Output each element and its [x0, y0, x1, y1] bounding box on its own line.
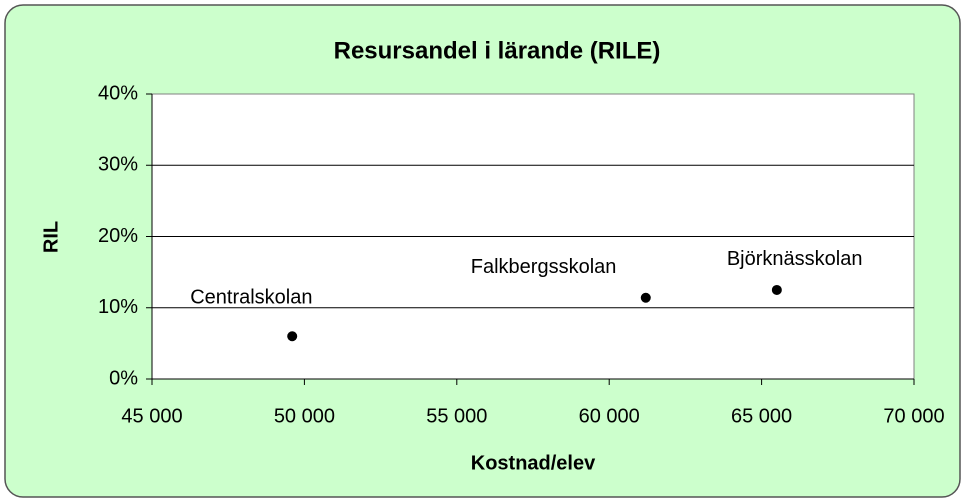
x-tick-label: 50 000: [274, 405, 335, 427]
x-tick-label: 60 000: [579, 405, 640, 427]
point-label: Centralskolan: [190, 287, 312, 309]
y-tick-label: 40%: [98, 82, 138, 104]
point: [287, 331, 298, 342]
point: [640, 292, 651, 303]
y-tick-label: 20%: [98, 225, 138, 247]
x-tick-label: 70 000: [883, 405, 944, 427]
y-tick-label: 10%: [98, 296, 138, 318]
x-axis-label: Kostnad/elev: [471, 452, 596, 474]
point-label: Falkbergsskolan: [471, 256, 617, 278]
x-tick-label: 65 000: [731, 405, 792, 427]
point: [771, 284, 782, 295]
chart-title: Resursandel i lärande (RILE): [334, 37, 661, 64]
x-tick-label: 45 000: [121, 405, 182, 427]
x-tick-label: 55 000: [426, 405, 487, 427]
y-axis-label: RIL: [40, 221, 62, 253]
y-tick-label: 30%: [98, 154, 138, 176]
point-label: Björknässkolan: [727, 248, 863, 270]
y-tick-label: 0%: [109, 367, 138, 389]
